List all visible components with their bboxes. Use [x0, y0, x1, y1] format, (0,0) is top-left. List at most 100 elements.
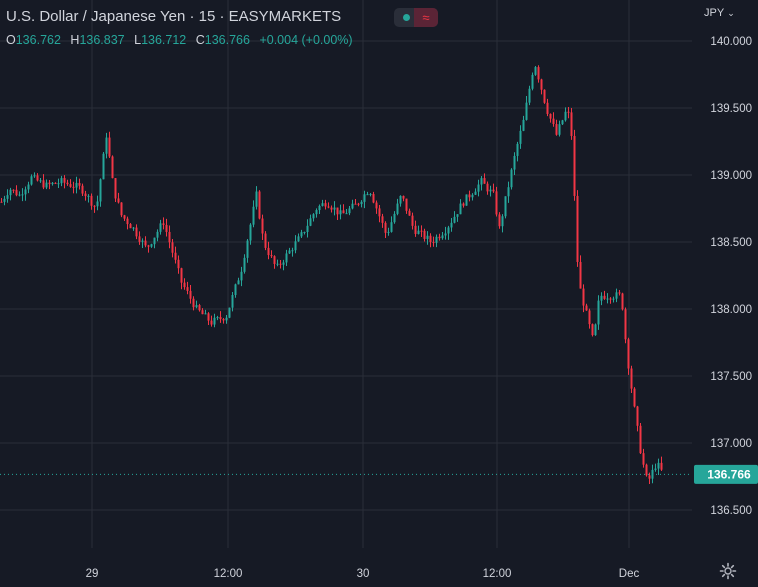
candle: [243, 254, 246, 274]
candle-body: [147, 245, 150, 247]
candle: [312, 213, 315, 222]
wave-icon[interactable]: ≈: [414, 8, 438, 27]
candle-body: [264, 233, 267, 248]
candle-body: [498, 214, 501, 227]
candle: [501, 214, 504, 233]
candle: [249, 223, 252, 245]
candle-body: [378, 208, 381, 217]
candle: [645, 463, 648, 477]
candle-body: [18, 194, 21, 196]
candle-body: [225, 317, 228, 321]
price-tick-label: 138.000: [710, 304, 752, 316]
candle: [63, 175, 66, 189]
price-tick-label: 139.500: [710, 103, 752, 115]
candle: [432, 236, 435, 247]
price-tick-label: 137.500: [710, 371, 752, 383]
candle: [348, 205, 351, 216]
candle: [522, 115, 525, 132]
candle-body: [489, 189, 492, 192]
candle-body: [660, 462, 663, 470]
candle-body: [639, 425, 642, 454]
candle: [6, 189, 9, 203]
candle: [558, 120, 561, 137]
candle-body: [393, 213, 396, 223]
candle: [627, 337, 630, 375]
candle: [12, 189, 15, 194]
candle: [657, 458, 660, 476]
candle-body: [66, 182, 69, 185]
candle-body: [471, 194, 474, 198]
last-price-value: 136.766: [707, 467, 751, 481]
candle-body: [636, 406, 639, 426]
candle-body: [588, 310, 591, 325]
candle: [309, 214, 312, 227]
candle-body: [429, 235, 432, 242]
candle-body: [300, 232, 303, 237]
candle-body: [63, 178, 66, 183]
time-tick-label: 12:00: [214, 568, 243, 580]
candle: [477, 179, 480, 197]
candle-body: [273, 256, 276, 264]
candle-body: [75, 182, 78, 188]
candle-body: [576, 195, 579, 262]
currency-selector[interactable]: JPY ⌄: [704, 7, 735, 19]
candle-body: [174, 252, 177, 260]
candle-body: [207, 313, 210, 321]
candle: [588, 308, 591, 329]
candle: [405, 198, 408, 214]
symbol-title[interactable]: U.S. Dollar / Japanese Yen · 15 · EASYMA…: [6, 8, 342, 25]
candle-body: [132, 227, 135, 229]
candle-body: [351, 203, 354, 209]
candle-body: [417, 230, 420, 234]
candle-body: [558, 124, 561, 135]
candle: [396, 198, 399, 216]
candle: [24, 186, 27, 201]
candle: [162, 217, 165, 230]
candle: [120, 202, 123, 218]
candle: [339, 204, 342, 220]
candle: [360, 200, 363, 208]
candle: [228, 307, 231, 319]
candle-body: [24, 189, 27, 195]
candle-body: [156, 231, 159, 238]
candle: [231, 291, 234, 312]
candle-body: [408, 210, 411, 216]
candle: [213, 313, 216, 328]
candle-body: [282, 262, 285, 265]
candle-body: [36, 175, 39, 181]
candle-body: [141, 240, 144, 242]
candle: [234, 283, 237, 298]
candle: [552, 112, 555, 127]
candle-body: [570, 112, 573, 136]
candle-body: [567, 111, 570, 113]
price-axis[interactable]: 140.000 139.500 139.000 138.500 138.000 137.5…: [710, 36, 752, 517]
gear-icon[interactable]: [719, 562, 737, 580]
market-status-pill[interactable]: ≈: [394, 8, 438, 27]
candle: [369, 193, 372, 197]
candle: [30, 174, 33, 186]
candle-body: [552, 118, 555, 125]
candle: [237, 277, 240, 285]
candle: [498, 212, 501, 229]
candle: [39, 177, 42, 183]
candle: [420, 225, 423, 238]
candle: [528, 85, 531, 106]
candle-body: [462, 203, 465, 206]
candle-body: [234, 284, 237, 295]
candle: [393, 211, 396, 224]
candle: [399, 195, 402, 207]
candle-body: [312, 214, 315, 219]
candle: [117, 192, 120, 204]
candle-body: [216, 317, 219, 319]
candle: [543, 89, 546, 104]
time-axis[interactable]: 29 12:00 30 12:00 Dec: [86, 568, 640, 580]
candle-body: [375, 202, 378, 209]
candle-body: [243, 257, 246, 272]
candle-body: [183, 282, 186, 288]
candle: [27, 181, 30, 194]
candle: [564, 107, 567, 122]
candle: [174, 246, 177, 264]
candle: [363, 190, 366, 209]
candle: [345, 209, 348, 215]
